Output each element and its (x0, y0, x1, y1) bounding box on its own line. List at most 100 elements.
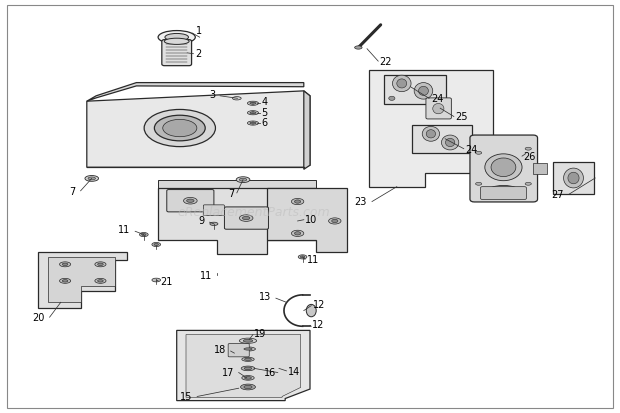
Text: 12: 12 (313, 300, 326, 310)
Polygon shape (384, 75, 446, 104)
Ellipse shape (60, 262, 71, 267)
FancyBboxPatch shape (228, 344, 249, 357)
Text: 11: 11 (118, 225, 130, 235)
Text: 25: 25 (456, 112, 468, 122)
Ellipse shape (236, 177, 250, 183)
Text: 3: 3 (210, 90, 216, 100)
Ellipse shape (418, 86, 428, 95)
Ellipse shape (247, 101, 259, 105)
Text: 1: 1 (196, 26, 202, 36)
Ellipse shape (244, 348, 252, 350)
Ellipse shape (95, 278, 106, 283)
Ellipse shape (140, 233, 148, 237)
Ellipse shape (164, 38, 189, 45)
Text: 10: 10 (305, 215, 317, 225)
FancyBboxPatch shape (426, 98, 451, 119)
Ellipse shape (158, 31, 195, 44)
Text: 16: 16 (264, 368, 276, 378)
Text: 4: 4 (262, 97, 268, 107)
Ellipse shape (250, 112, 255, 114)
Ellipse shape (162, 119, 197, 137)
FancyBboxPatch shape (480, 187, 526, 199)
Ellipse shape (525, 147, 531, 150)
Text: 17: 17 (222, 368, 234, 377)
FancyBboxPatch shape (167, 190, 214, 212)
Ellipse shape (60, 278, 71, 283)
Ellipse shape (332, 219, 338, 223)
Ellipse shape (329, 218, 341, 224)
Ellipse shape (244, 385, 252, 389)
Ellipse shape (62, 280, 68, 282)
FancyBboxPatch shape (224, 207, 268, 229)
Ellipse shape (389, 96, 395, 100)
Text: 5: 5 (262, 108, 268, 118)
Ellipse shape (152, 242, 161, 247)
Text: 13: 13 (259, 292, 272, 302)
Ellipse shape (291, 230, 304, 236)
Ellipse shape (568, 172, 579, 184)
Ellipse shape (62, 263, 68, 266)
Ellipse shape (294, 232, 301, 235)
Bar (533, 163, 547, 174)
Ellipse shape (152, 278, 161, 282)
Ellipse shape (239, 178, 247, 181)
Ellipse shape (244, 367, 252, 370)
Ellipse shape (487, 185, 521, 199)
Ellipse shape (298, 255, 307, 259)
Ellipse shape (427, 130, 435, 138)
Text: 9: 9 (198, 216, 205, 226)
Ellipse shape (165, 33, 188, 41)
Polygon shape (267, 188, 347, 252)
Polygon shape (158, 188, 316, 254)
Text: 23: 23 (355, 197, 367, 207)
FancyBboxPatch shape (203, 205, 224, 216)
Ellipse shape (306, 304, 316, 317)
Text: 24: 24 (465, 145, 477, 154)
Ellipse shape (85, 176, 99, 181)
Ellipse shape (300, 256, 305, 258)
Ellipse shape (392, 75, 411, 92)
Text: 7: 7 (69, 187, 76, 197)
Ellipse shape (397, 79, 407, 88)
Ellipse shape (414, 83, 433, 99)
Polygon shape (87, 83, 304, 101)
Ellipse shape (491, 158, 516, 177)
Ellipse shape (210, 222, 218, 225)
Polygon shape (158, 180, 316, 188)
Ellipse shape (564, 168, 583, 188)
Ellipse shape (97, 263, 103, 266)
Polygon shape (186, 335, 301, 397)
Ellipse shape (294, 200, 301, 203)
Polygon shape (177, 330, 310, 401)
Ellipse shape (187, 199, 194, 202)
Text: 15: 15 (180, 392, 192, 402)
Ellipse shape (250, 102, 255, 104)
Ellipse shape (441, 135, 459, 150)
Ellipse shape (247, 121, 259, 125)
Ellipse shape (142, 234, 146, 235)
Ellipse shape (476, 182, 482, 185)
Text: 6: 6 (262, 118, 268, 128)
Polygon shape (304, 91, 310, 169)
Ellipse shape (250, 122, 255, 124)
Ellipse shape (476, 152, 482, 154)
Text: 26: 26 (523, 152, 536, 162)
Ellipse shape (242, 216, 250, 220)
Text: 18: 18 (214, 345, 226, 355)
Text: 24: 24 (431, 94, 443, 104)
Ellipse shape (97, 280, 103, 282)
Polygon shape (87, 91, 310, 167)
Ellipse shape (88, 177, 95, 180)
Text: 20: 20 (32, 313, 45, 323)
Ellipse shape (525, 182, 531, 185)
Polygon shape (369, 70, 493, 187)
Ellipse shape (244, 377, 252, 379)
Text: 11: 11 (200, 271, 212, 281)
Ellipse shape (422, 126, 440, 141)
Ellipse shape (493, 188, 515, 196)
Polygon shape (38, 252, 127, 308)
Polygon shape (412, 125, 472, 153)
Ellipse shape (232, 97, 241, 100)
FancyBboxPatch shape (470, 135, 538, 202)
Text: 21: 21 (160, 277, 172, 287)
